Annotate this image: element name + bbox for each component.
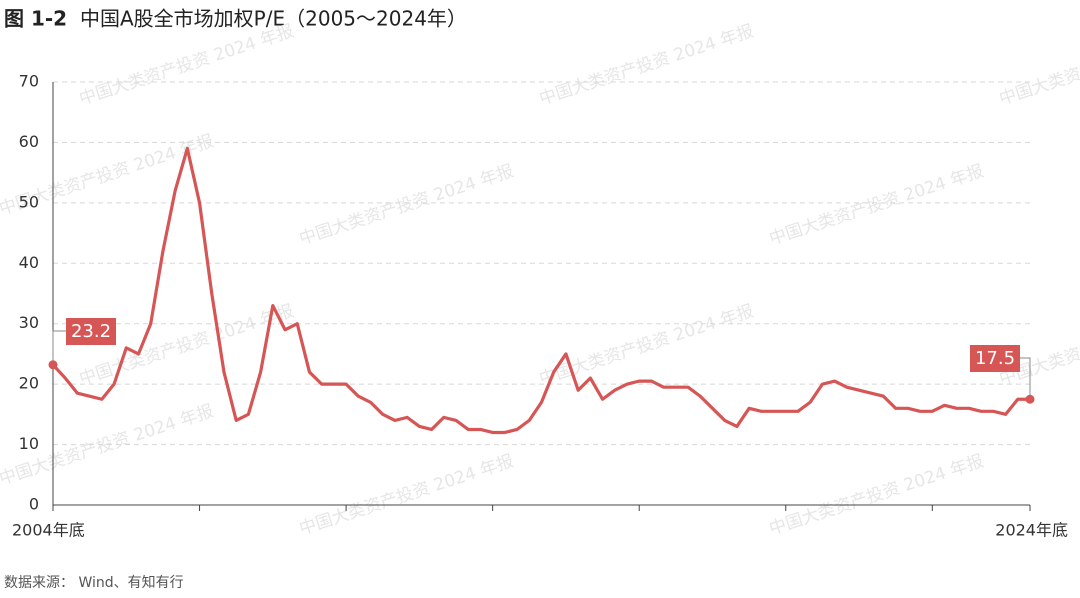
callout-line [52,330,66,365]
y-tick-label: 50 [19,192,39,211]
y-tick-label: 60 [19,132,39,151]
x-tick-label: 2004年底 [12,521,85,540]
line [51,146,1030,435]
y-tick-label: 40 [19,253,39,272]
y-tick-label: 70 [19,72,39,91]
watermark: 中国大类资产投资 2024 年报 [297,451,516,539]
watermark: 中国大类资产投资 2024 年报 [77,21,296,109]
callout-line [1020,357,1031,400]
watermark: 中国大类资产投资 2024 年报 [537,21,756,109]
label-box [66,318,116,345]
x-tick-label: 2024年底 [995,521,1068,540]
figure-label: 图 1-2 [4,7,67,31]
watermark: 中国大类资产投资 2024 年报 [767,161,986,249]
y-tick-label: 10 [19,434,39,453]
end-point [1025,394,1035,404]
watermark: 中国大类资产投资 2024 年报 [767,451,986,539]
watermark: 中国大类资产投资 2024 年报 [537,301,756,389]
watermark: 中国大类资产投资 2024 年报 [297,161,516,249]
watermark: 中国大类资产投资 2024 年报 [77,301,296,389]
data-label: 23.2 [71,321,111,342]
y-tick-label: 30 [19,313,39,332]
y-tick-label: 20 [19,374,39,393]
label-box [970,345,1020,372]
source: 数据来源： Wind、有知有行 [4,574,184,591]
end-point [48,360,58,370]
watermark: 中国大类资产投资 2024 年报 [997,21,1080,109]
data-label: 17.5 [975,348,1015,369]
chart-title: 中国A股全市场加权P/E（2005～2024年） [80,7,467,31]
y-tick-label: 0 [29,495,39,514]
